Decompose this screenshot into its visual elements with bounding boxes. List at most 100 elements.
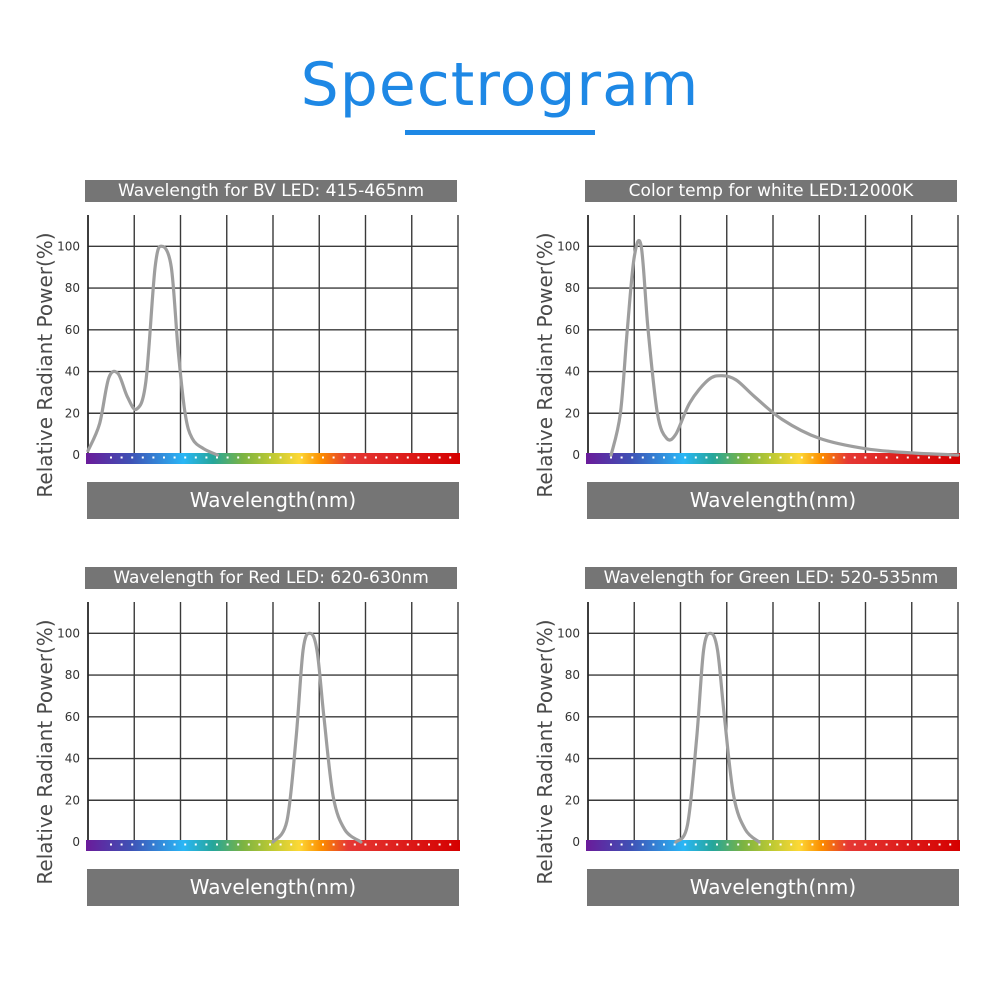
y-tick-label: 20 (65, 793, 80, 807)
y-tick-label: 100 (57, 626, 80, 640)
spectrum-dot (938, 456, 941, 459)
spectrum-dot (663, 843, 665, 846)
spectrum-dot (406, 456, 409, 459)
spectrum-dot (917, 456, 920, 459)
spectrum-dot (385, 456, 388, 459)
spectrum-dot (747, 456, 750, 459)
spectrum-dot (769, 843, 771, 846)
spectrum-curve (86, 244, 220, 457)
spectrum-bar (586, 453, 960, 464)
spectrum-dot (822, 456, 824, 459)
y-tick-label: 40 (565, 365, 580, 379)
chart-panel-white-led: Color temp for white LED:12000K 0 20 40 60 80… (530, 175, 990, 535)
spectrum-dot (641, 456, 644, 459)
spectrum-dot (610, 843, 612, 846)
chart-title: Wavelength for BV LED: 415-465nm (118, 181, 424, 201)
spectrum-dot (726, 456, 729, 459)
y-axis-label: Relative Radiant Power(%) (33, 232, 57, 497)
spectrum-dot (652, 843, 655, 846)
spectrum-dot (684, 456, 687, 459)
spectrum-dot (832, 843, 835, 846)
y-tick-label: 0 (572, 835, 580, 849)
spectrum-dot (737, 843, 740, 846)
y-axis-label: Relative Radiant Power(%) (533, 232, 557, 497)
y-tick-label: 40 (65, 365, 80, 379)
chart-title: Wavelength for Red LED: 620-630nm (113, 568, 429, 588)
spectrum-dot (875, 456, 877, 459)
spectrum-dot (163, 456, 165, 459)
chart-title-bar (585, 567, 957, 589)
spectrum-dot (885, 456, 888, 459)
spectrum-dot (853, 843, 856, 846)
spectrum-dot (120, 456, 123, 459)
spectrum-dot (790, 456, 793, 459)
chart-svg: Wavelength for BV LED: 415-465nm 0 20 40 60 8… (33, 180, 460, 519)
spectrum-dot (631, 843, 634, 846)
spectrum-dot (864, 456, 867, 459)
spectrum-dot (205, 456, 208, 459)
spectrum-dot (811, 456, 814, 459)
x-axis-label: Wavelength(nm) (190, 875, 356, 899)
spectrum-dot (917, 843, 920, 846)
spectrum-dot (237, 456, 240, 459)
y-tick-label: 20 (565, 793, 580, 807)
spectrum-dot (747, 843, 750, 846)
spectrum-dot (396, 843, 399, 846)
y-tick-label: 20 (65, 406, 80, 420)
spectrum-dot (194, 843, 197, 846)
spectrum-dot (385, 843, 388, 846)
spectrum-dot (269, 456, 271, 459)
spectrum-dot (438, 456, 441, 459)
spectrum-dot (716, 456, 718, 459)
spectrum-dot (375, 456, 377, 459)
spectrum-dot (769, 456, 771, 459)
spectrum-dot (152, 843, 155, 846)
spectrum-curve (271, 631, 363, 844)
spectrum-dot (364, 843, 367, 846)
spectrum-dot (864, 843, 867, 846)
chart-title-bar (585, 180, 957, 202)
spectrum-dot (705, 843, 708, 846)
spectrum-dot (726, 843, 729, 846)
spectrum-dot (737, 456, 740, 459)
spectrum-dot (216, 456, 218, 459)
spectrum-dot (375, 843, 377, 846)
spectrum-dot (652, 456, 655, 459)
spectrum-dot (258, 456, 261, 459)
spectrum-dot (141, 843, 144, 846)
spectrum-dot (631, 456, 634, 459)
spectrum-dot (311, 456, 314, 459)
chart-title-bar (85, 180, 457, 202)
spectrum-dot (449, 843, 452, 846)
chart-svg: Color temp for white LED:12000K 0 20 40 60 80… (533, 180, 960, 519)
spectrum-dot (853, 456, 856, 459)
spectrum-dot (269, 843, 271, 846)
y-tick-label: 60 (65, 710, 80, 724)
spectrum-dot (322, 456, 324, 459)
spectrum-dot (896, 843, 899, 846)
spectrum-dot (110, 456, 112, 459)
spectrum-dot (247, 843, 250, 846)
spectrum-dot (131, 456, 134, 459)
y-tick-label: 60 (565, 710, 580, 724)
chart-panel-green-led: Wavelength for Green LED: 520-535nm 0 20 40… (530, 562, 990, 922)
title-underline (405, 130, 595, 135)
chart-svg: Wavelength for Green LED: 520-535nm 0 20 40… (533, 567, 960, 906)
spectrum-bar (586, 840, 960, 851)
spectrum-dot (949, 843, 952, 846)
spectrum-dot (396, 456, 399, 459)
spectrum-dot (949, 456, 952, 459)
x-label-bar (87, 869, 459, 906)
chart-title: Color temp for white LED:12000K (629, 181, 914, 201)
spectrum-dot (684, 843, 687, 846)
spectrum-dot (800, 843, 803, 846)
spectrum-dot (896, 456, 899, 459)
spectrum-dot (194, 456, 197, 459)
spectrum-dot (173, 456, 176, 459)
spectrum-dot (610, 456, 612, 459)
spectrum-dot (875, 843, 877, 846)
spectrum-dot (663, 456, 665, 459)
spectrum-dot (641, 843, 644, 846)
spectrum-dot (822, 843, 824, 846)
spectrum-dot (694, 456, 697, 459)
